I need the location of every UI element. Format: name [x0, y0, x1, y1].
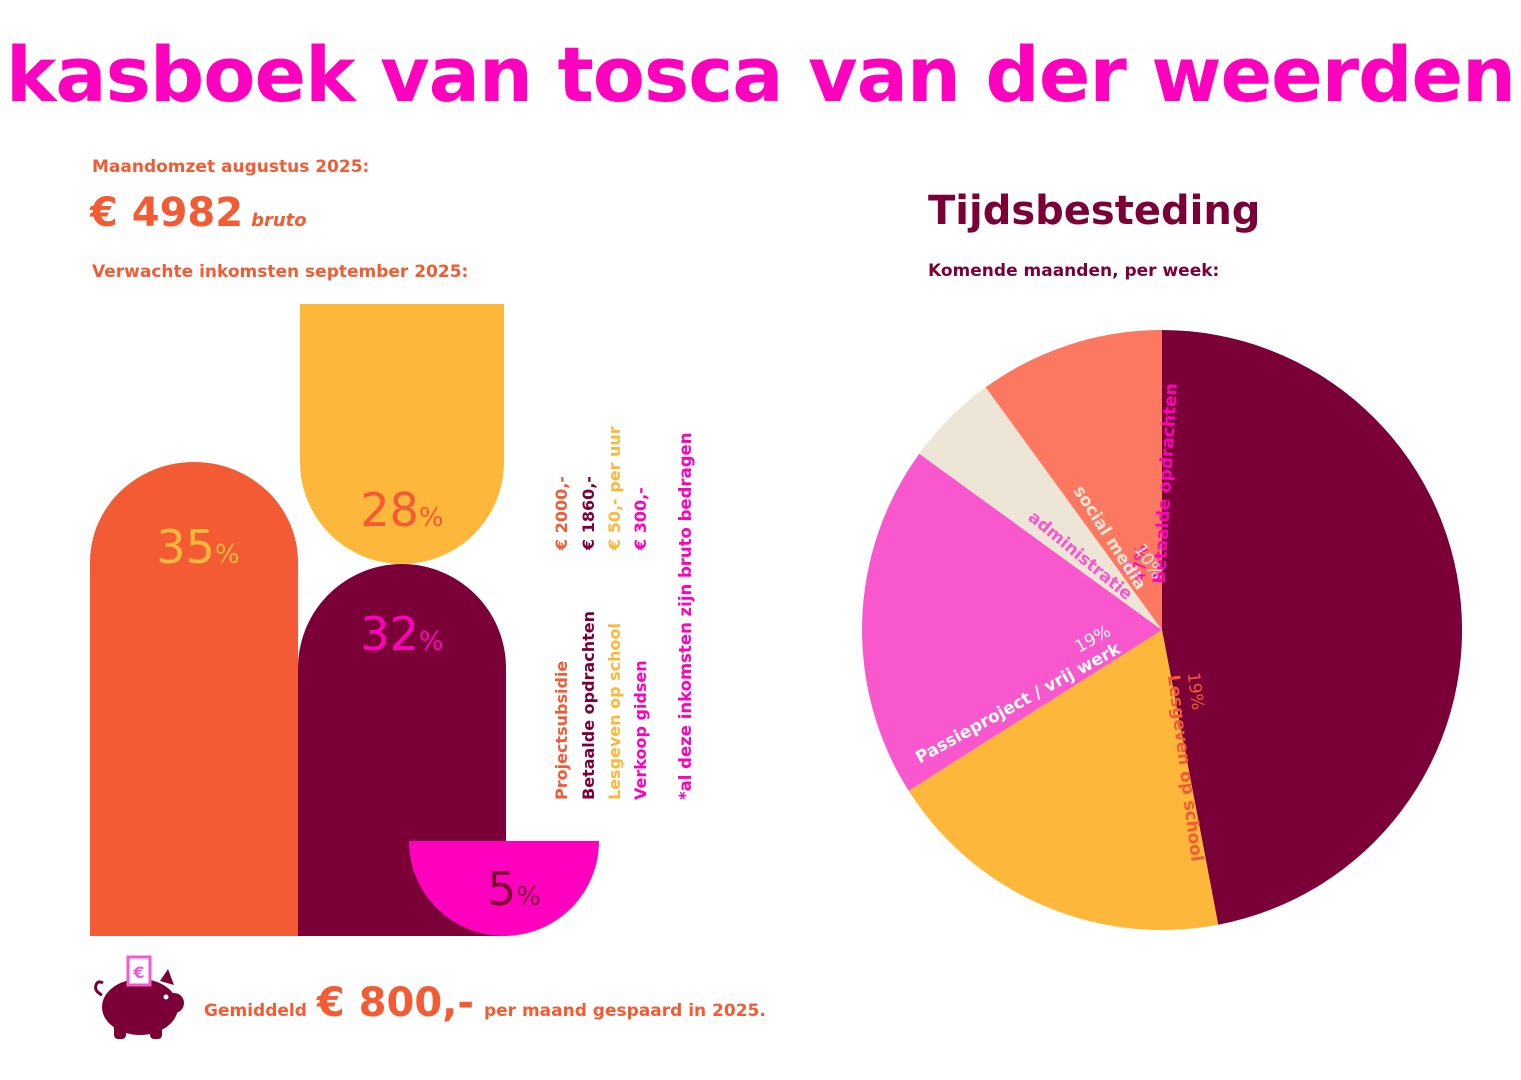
- expected-income-label: Verwachte inkomsten september 2025:: [92, 262, 469, 282]
- bar-verkoop-gidsen-value-label: 5%: [487, 862, 541, 916]
- savings-line: Gemiddeld € 800,- per maand gespaard in 20…: [204, 980, 766, 1026]
- pie-slice-social-media: [985, 330, 1162, 630]
- pie-title: Tijdsbesteding: [928, 188, 1261, 234]
- pie-slice-betaalde-opdrachten: [1162, 329, 1463, 925]
- bar-projectsubsidie: [90, 462, 298, 936]
- bar-projectsubsidie-value-label: 35%: [156, 520, 239, 574]
- bar-verkoop-gidsen: [409, 841, 599, 936]
- pie-slice-passieproject-vrij-werk: [862, 453, 1162, 791]
- piggy-bank-icon: €: [94, 955, 184, 1039]
- coin-symbol: €: [132, 963, 144, 982]
- bar-lesgeven: [300, 304, 504, 564]
- page-title: kasboek van tosca van der weerden: [0, 30, 1521, 119]
- savings-suffix: per maand gespaard in 2025.: [483, 1001, 766, 1021]
- pie-label-pct-lesgeven-op-school: 19%: [1183, 671, 1208, 711]
- revenue-amount: € 4982 bruto: [90, 190, 307, 236]
- savings-amount: € 800,-: [316, 980, 474, 1026]
- pie-slice-lesgeven-op-school: [908, 630, 1219, 931]
- pie-label-pct-betaalde-opdrachten: 47%: [1130, 544, 1152, 583]
- pie-subtitle: Komende maanden, per week:: [928, 261, 1220, 281]
- savings-prefix: Gemiddeld: [204, 1001, 307, 1021]
- revenue-value: € 4982: [90, 190, 244, 236]
- page-title-text: kasboek van tosca van der weerden: [5, 30, 1516, 119]
- bar-lesgeven-value-label: 28%: [360, 483, 443, 537]
- pie-slice-administratie: [919, 387, 1162, 630]
- revenue-label: Maandomzet augustus 2025:: [92, 157, 370, 177]
- revenue-unit: bruto: [251, 210, 307, 231]
- bar-betaalde-opdrachten-value-label: 32%: [360, 607, 443, 661]
